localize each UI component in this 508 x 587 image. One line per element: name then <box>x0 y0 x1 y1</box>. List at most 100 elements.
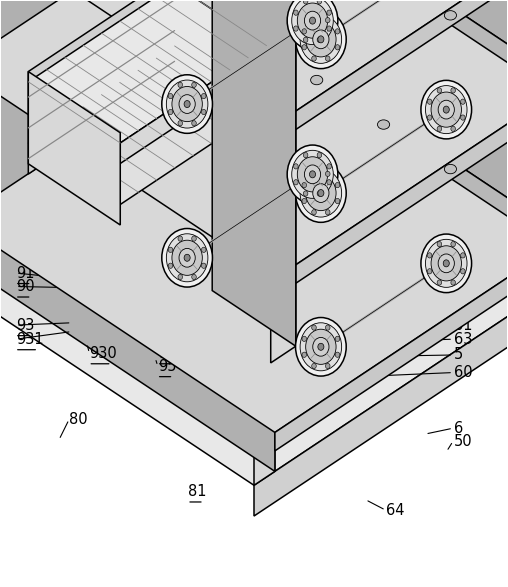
Circle shape <box>172 86 202 122</box>
Ellipse shape <box>444 11 457 20</box>
Circle shape <box>202 247 206 252</box>
Circle shape <box>327 10 331 15</box>
Circle shape <box>461 269 465 274</box>
Polygon shape <box>275 238 508 451</box>
Polygon shape <box>0 0 508 279</box>
Polygon shape <box>28 0 267 143</box>
Circle shape <box>302 183 306 188</box>
Circle shape <box>287 0 338 50</box>
Text: 91: 91 <box>16 265 35 281</box>
Circle shape <box>327 180 331 185</box>
Text: 6: 6 <box>454 421 463 436</box>
Circle shape <box>202 263 206 268</box>
Circle shape <box>304 165 321 184</box>
Polygon shape <box>271 51 508 294</box>
Circle shape <box>303 191 308 196</box>
Text: 931: 931 <box>16 332 44 347</box>
Circle shape <box>312 325 316 330</box>
Ellipse shape <box>310 75 323 85</box>
Circle shape <box>317 37 322 42</box>
Polygon shape <box>212 0 296 346</box>
Circle shape <box>309 171 315 178</box>
Circle shape <box>451 88 455 93</box>
Circle shape <box>296 318 346 376</box>
Circle shape <box>326 18 330 23</box>
Text: 51: 51 <box>454 259 472 275</box>
Circle shape <box>297 157 328 192</box>
Circle shape <box>326 363 330 369</box>
Circle shape <box>192 274 196 279</box>
Circle shape <box>296 164 346 222</box>
Circle shape <box>427 115 432 120</box>
Text: 60: 60 <box>454 365 473 380</box>
Circle shape <box>335 352 340 357</box>
Polygon shape <box>254 263 508 516</box>
Circle shape <box>300 323 342 371</box>
Circle shape <box>297 3 328 38</box>
Text: 50: 50 <box>454 434 473 448</box>
Polygon shape <box>250 0 508 103</box>
Circle shape <box>427 253 432 258</box>
Circle shape <box>431 246 461 281</box>
Circle shape <box>168 247 173 252</box>
Polygon shape <box>271 0 508 263</box>
Circle shape <box>178 236 182 241</box>
Circle shape <box>294 164 298 169</box>
Circle shape <box>461 99 465 104</box>
Circle shape <box>318 36 324 43</box>
Text: 92: 92 <box>150 236 169 251</box>
Circle shape <box>287 145 338 204</box>
Text: 930: 930 <box>89 346 117 361</box>
Circle shape <box>202 109 206 114</box>
Polygon shape <box>254 0 275 485</box>
Circle shape <box>172 240 202 275</box>
Text: 94: 94 <box>158 346 176 361</box>
Circle shape <box>184 254 190 261</box>
Circle shape <box>312 171 316 177</box>
Text: 90: 90 <box>16 279 35 294</box>
Circle shape <box>427 269 432 274</box>
Circle shape <box>335 198 340 204</box>
Polygon shape <box>271 0 296 363</box>
Text: 95: 95 <box>158 359 176 373</box>
Circle shape <box>302 45 306 50</box>
Text: 64: 64 <box>386 502 404 518</box>
Circle shape <box>179 95 195 113</box>
Circle shape <box>312 363 316 369</box>
Circle shape <box>317 191 322 196</box>
Circle shape <box>313 184 329 203</box>
Circle shape <box>292 150 333 198</box>
Circle shape <box>318 190 324 197</box>
Polygon shape <box>0 0 275 471</box>
Circle shape <box>461 115 465 120</box>
Circle shape <box>313 338 329 356</box>
Circle shape <box>426 86 467 134</box>
Text: 62: 62 <box>454 302 473 318</box>
Circle shape <box>303 37 308 42</box>
Circle shape <box>317 0 322 4</box>
Ellipse shape <box>444 164 457 174</box>
Text: 61: 61 <box>454 318 472 333</box>
Circle shape <box>306 329 336 365</box>
Text: 63: 63 <box>454 332 472 347</box>
Circle shape <box>300 169 342 217</box>
Circle shape <box>438 100 454 119</box>
Circle shape <box>303 0 308 4</box>
Circle shape <box>302 29 306 34</box>
Polygon shape <box>28 72 120 225</box>
Polygon shape <box>208 0 296 41</box>
Circle shape <box>443 260 449 267</box>
Circle shape <box>168 263 173 268</box>
Circle shape <box>162 75 212 133</box>
Circle shape <box>168 93 173 99</box>
Circle shape <box>302 198 306 204</box>
Text: 80: 80 <box>69 412 88 427</box>
Circle shape <box>443 106 449 113</box>
Circle shape <box>306 22 336 57</box>
Polygon shape <box>0 26 508 433</box>
Polygon shape <box>275 84 508 297</box>
Circle shape <box>166 80 208 128</box>
Circle shape <box>192 82 196 87</box>
Ellipse shape <box>377 120 390 129</box>
Circle shape <box>326 56 330 61</box>
